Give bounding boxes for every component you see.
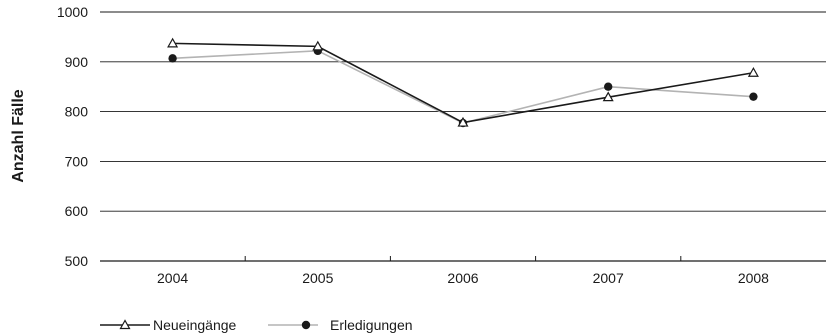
series-layer xyxy=(167,37,759,128)
point-erledigungen-2008 xyxy=(749,92,758,101)
legend-item-neueingaenge: Neueingänge xyxy=(100,317,237,333)
legend-label-erledigungen: Erledigungen xyxy=(330,317,413,333)
gridlines xyxy=(100,11,826,262)
legend-marker-erledigungen xyxy=(301,320,311,330)
point-neueingaenge-2005 xyxy=(312,40,324,51)
y-tick-label-800: 800 xyxy=(65,104,89,120)
y-tick-label-700: 700 xyxy=(65,153,89,169)
y-tick-label-1000: 1000 xyxy=(57,4,88,20)
point-neueingaenge-2004 xyxy=(167,37,179,48)
y-tick-label-500: 500 xyxy=(65,253,89,269)
y-tick-label-900: 900 xyxy=(65,54,89,70)
x-tick-label-2004: 2004 xyxy=(157,270,188,286)
point-erledigungen-2004 xyxy=(168,54,177,63)
x-tick-label-2005: 2005 xyxy=(302,270,333,286)
point-neueingaenge-2008 xyxy=(747,67,759,77)
legend-marker-neueingaenge xyxy=(119,319,131,330)
x-tick-label-2008: 2008 xyxy=(738,270,769,286)
x-axis xyxy=(244,256,682,261)
x-tick-label-2007: 2007 xyxy=(593,270,624,286)
legend-label-neueingaenge: Neueingänge xyxy=(153,317,237,333)
point-neueingaenge-2007 xyxy=(602,91,614,102)
series-line-neueingaenge xyxy=(172,42,754,124)
y-tick-labels: 500 600 700 800 900 1000 xyxy=(57,4,88,269)
point-erledigungen-2007 xyxy=(604,82,613,91)
legend: Neueingänge Erledigungen xyxy=(100,317,413,333)
legend-item-erledigungen: Erledigungen xyxy=(268,317,413,333)
x-tick-labels: 2004 2005 2006 2007 2008 xyxy=(157,270,769,286)
point-neueingaenge-2006 xyxy=(457,116,469,127)
x-tick-label-2006: 2006 xyxy=(447,270,478,286)
y-axis-label: Anzahl Fälle xyxy=(10,89,27,182)
y-tick-label-600: 600 xyxy=(65,203,89,219)
